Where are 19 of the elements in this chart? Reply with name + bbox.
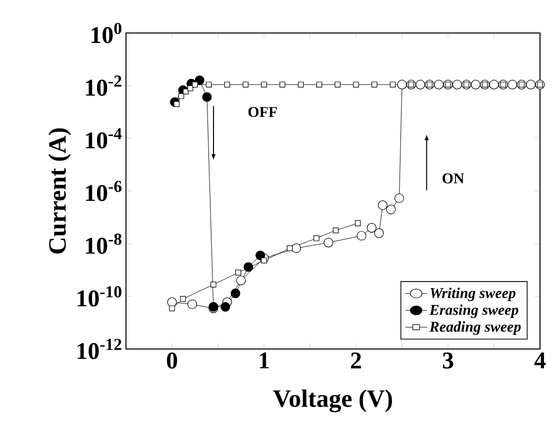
x-tick-label: 1 xyxy=(260,352,269,368)
x-tick-label: 3 xyxy=(442,352,454,369)
y-axis-title: Current (A) xyxy=(48,128,71,254)
x-tick-label: 4 xyxy=(534,352,546,368)
x-axis-title: Voltage (V) xyxy=(273,390,392,412)
y-tick-label: 10$^{-12}$ xyxy=(78,338,122,360)
legend-label: Erasing sweep xyxy=(429,304,518,318)
y-tick-label: 10$^{-10}$ xyxy=(78,286,122,307)
legend-label: Writing sweep xyxy=(430,288,516,302)
y-tick-label: 10$^{-2}$ xyxy=(86,76,122,96)
y-tick-label: 10$^{-4}$ xyxy=(86,128,122,148)
x-tick-label: 0 xyxy=(166,352,178,369)
y-tick-label: 10$^{-8}$ xyxy=(86,233,122,254)
annotation: ON xyxy=(442,173,464,184)
annotation: OFF xyxy=(248,106,277,118)
y-tick-label: 10$^{0}$ xyxy=(92,22,122,44)
legend-label: Reading sweep xyxy=(429,321,521,335)
x-tick-label: 2 xyxy=(351,352,361,368)
y-tick-label: 10$^{-6}$ xyxy=(86,180,122,202)
